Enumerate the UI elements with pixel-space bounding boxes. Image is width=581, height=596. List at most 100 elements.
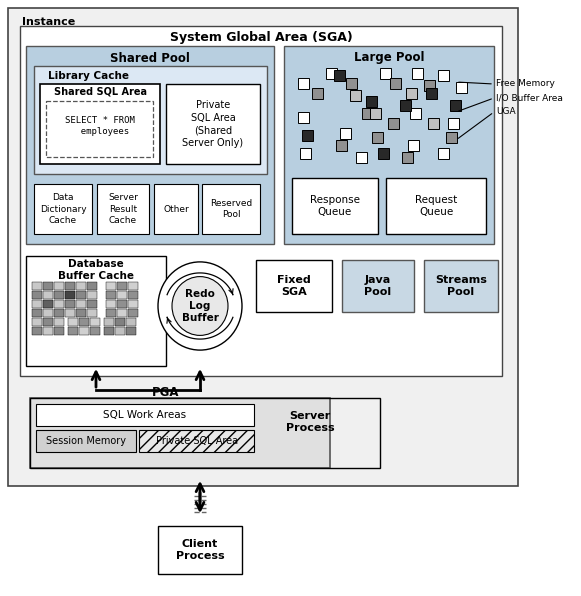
Bar xyxy=(76,309,86,317)
Bar xyxy=(378,148,389,159)
Bar xyxy=(426,88,437,99)
Bar xyxy=(350,90,361,101)
Bar xyxy=(68,327,78,335)
Bar xyxy=(410,108,421,119)
Text: Client
Process: Client Process xyxy=(175,539,224,561)
Ellipse shape xyxy=(158,262,242,350)
Text: SELECT * FROM
  employees: SELECT * FROM employees xyxy=(65,116,135,136)
Bar xyxy=(390,78,401,89)
Bar xyxy=(380,68,391,79)
Bar xyxy=(115,318,125,326)
Text: Request
Queue: Request Queue xyxy=(415,195,457,217)
Bar xyxy=(340,128,351,139)
Bar xyxy=(34,184,92,234)
Bar xyxy=(32,300,42,308)
Bar xyxy=(356,152,367,163)
Text: System Global Area (SGA): System Global Area (SGA) xyxy=(170,32,352,45)
Text: PGA: PGA xyxy=(152,386,180,399)
Bar xyxy=(104,318,114,326)
Bar xyxy=(336,140,347,151)
Bar xyxy=(408,140,419,151)
Bar xyxy=(32,318,42,326)
Bar xyxy=(32,282,42,290)
Bar xyxy=(126,327,136,335)
Bar xyxy=(312,88,323,99)
Bar xyxy=(40,84,160,164)
Bar xyxy=(46,101,153,157)
Bar xyxy=(402,152,413,163)
Bar xyxy=(32,327,42,335)
Bar xyxy=(302,130,313,141)
Bar xyxy=(158,526,242,574)
Bar xyxy=(326,68,337,79)
Bar xyxy=(79,327,89,335)
Text: Reserved
Pool: Reserved Pool xyxy=(210,199,252,219)
Bar xyxy=(406,88,417,99)
Bar xyxy=(43,282,53,290)
Bar xyxy=(87,282,97,290)
Text: Server
Result
Cache: Server Result Cache xyxy=(108,193,138,225)
Text: Private SQL Area: Private SQL Area xyxy=(156,436,238,446)
Bar xyxy=(76,282,86,290)
Bar xyxy=(65,291,75,299)
Bar xyxy=(388,118,399,129)
Bar xyxy=(26,256,166,366)
Bar xyxy=(106,291,116,299)
Bar xyxy=(117,309,127,317)
Text: Other: Other xyxy=(163,204,189,213)
Bar xyxy=(284,46,494,244)
Text: UGA: UGA xyxy=(496,107,515,116)
Bar xyxy=(34,66,267,174)
Bar xyxy=(65,300,75,308)
Text: Shared SQL Area: Shared SQL Area xyxy=(53,87,146,97)
Bar xyxy=(428,118,439,129)
Text: Database
Buffer Cache: Database Buffer Cache xyxy=(58,259,134,281)
Text: Fixed
SGA: Fixed SGA xyxy=(277,275,311,297)
Bar xyxy=(448,118,459,129)
Bar xyxy=(456,82,467,93)
Bar xyxy=(30,398,380,468)
Bar xyxy=(106,300,116,308)
Bar xyxy=(79,318,89,326)
Bar xyxy=(43,327,53,335)
Bar xyxy=(424,260,498,312)
Bar xyxy=(126,318,136,326)
Bar xyxy=(36,430,136,452)
Bar xyxy=(36,404,254,426)
Bar xyxy=(106,282,116,290)
Text: SQL Work Areas: SQL Work Areas xyxy=(103,410,187,420)
Bar xyxy=(154,184,198,234)
Bar xyxy=(43,318,53,326)
Bar xyxy=(166,84,260,164)
Text: Shared Pool: Shared Pool xyxy=(110,51,190,64)
Bar xyxy=(87,300,97,308)
Bar xyxy=(117,300,127,308)
Bar xyxy=(54,300,64,308)
Bar xyxy=(117,282,127,290)
Text: Java
Pool: Java Pool xyxy=(364,275,392,297)
Bar xyxy=(54,327,64,335)
Bar xyxy=(446,132,457,143)
Text: Library Cache: Library Cache xyxy=(48,71,129,81)
Bar xyxy=(87,309,97,317)
Bar xyxy=(65,309,75,317)
Bar xyxy=(54,318,64,326)
Bar xyxy=(139,430,254,452)
Bar xyxy=(117,291,127,299)
Bar xyxy=(334,70,345,81)
Bar xyxy=(43,309,53,317)
Bar xyxy=(8,8,518,486)
Bar xyxy=(115,327,125,335)
Text: Free Memory: Free Memory xyxy=(496,79,555,88)
Bar xyxy=(366,96,377,107)
Bar xyxy=(438,148,449,159)
Ellipse shape xyxy=(172,277,228,336)
Bar xyxy=(400,100,411,111)
Bar xyxy=(76,291,86,299)
Bar xyxy=(298,78,309,89)
Bar xyxy=(54,282,64,290)
Bar xyxy=(32,309,42,317)
Text: Streams
Pool: Streams Pool xyxy=(435,275,487,297)
Bar xyxy=(128,291,138,299)
Bar xyxy=(450,100,461,111)
